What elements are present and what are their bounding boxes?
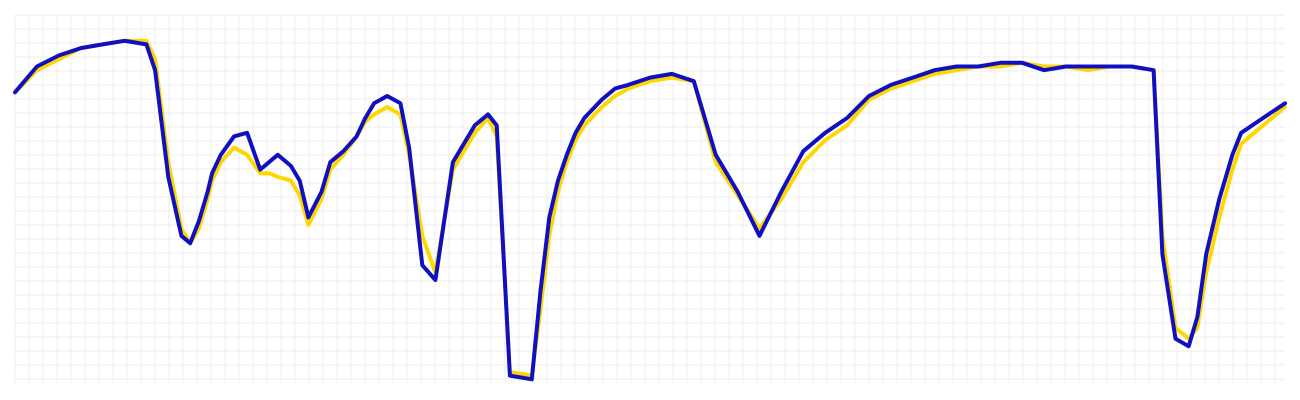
series-line-2 bbox=[13, 38, 1287, 382]
series-layer bbox=[13, 38, 1287, 382]
series-line-1 bbox=[13, 38, 1287, 378]
grid bbox=[14, 14, 1285, 383]
